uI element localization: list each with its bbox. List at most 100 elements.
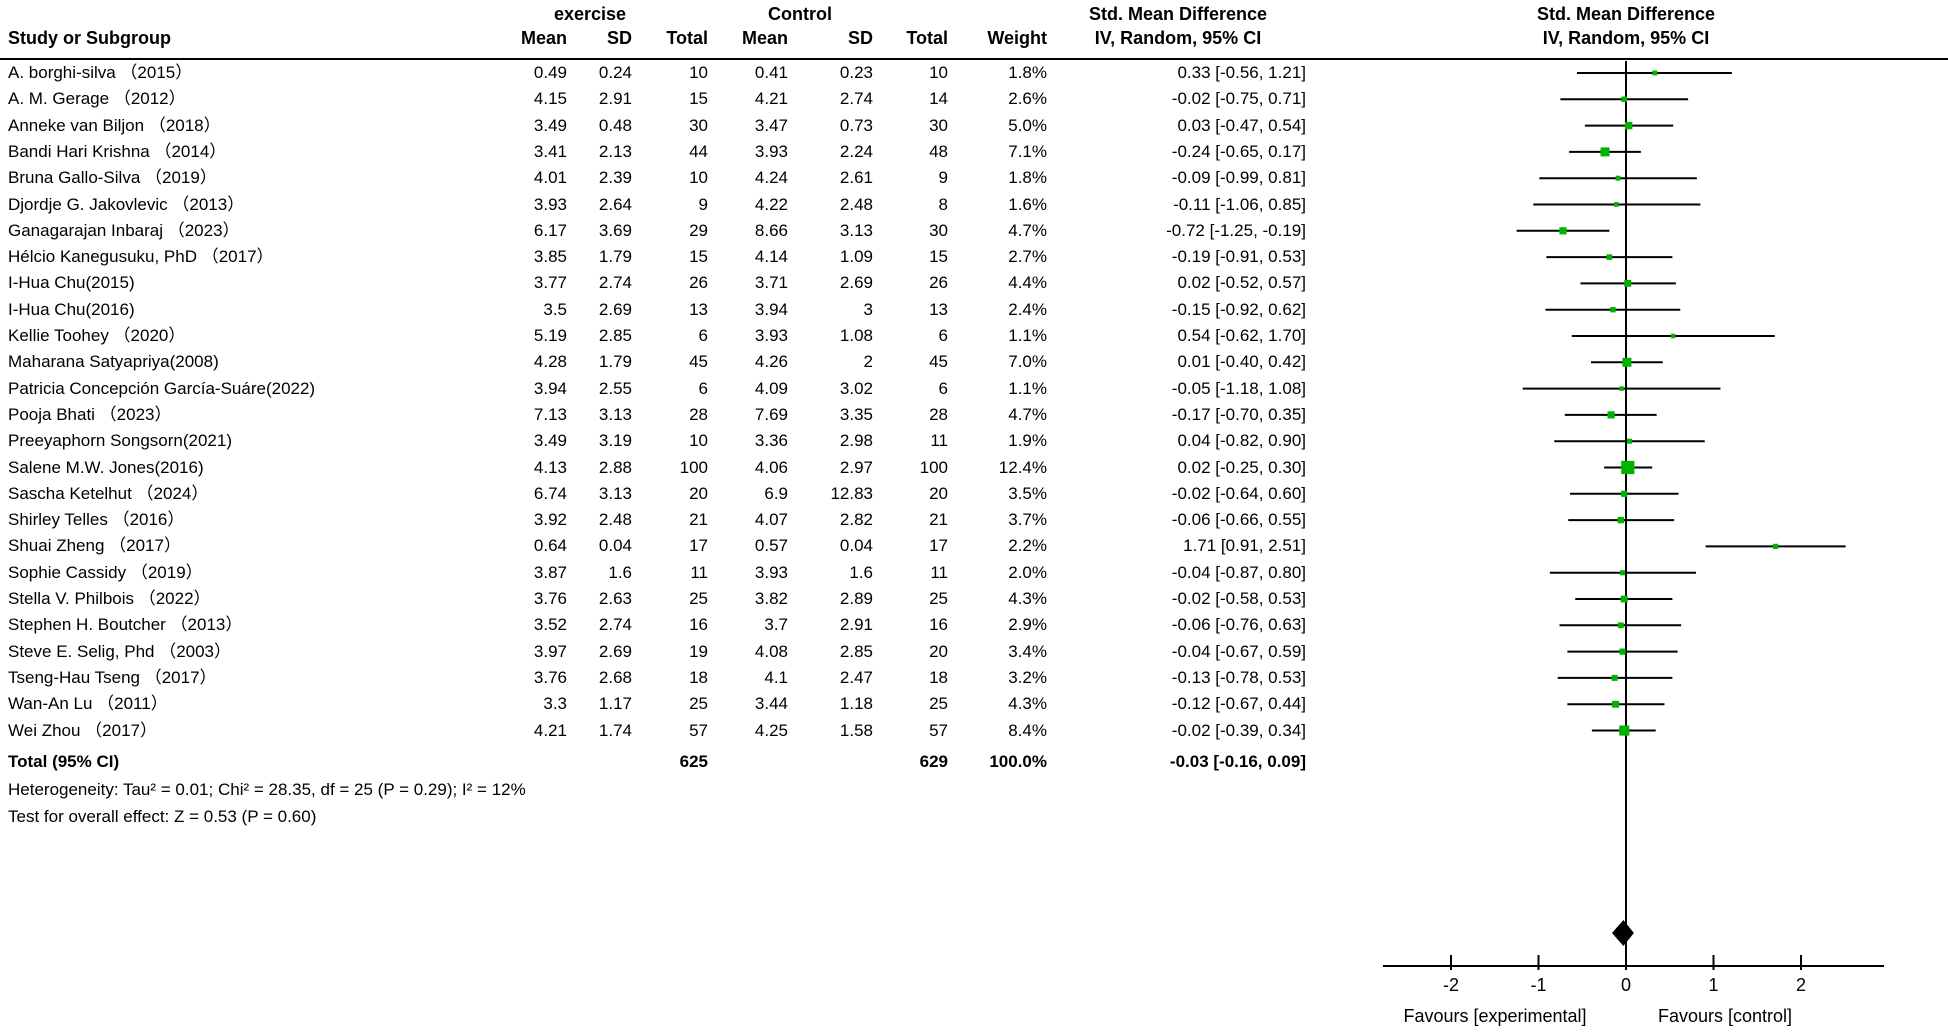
value-cell: 3.69 bbox=[598, 220, 632, 240]
value-cell: 12.4% bbox=[998, 457, 1047, 477]
value-cell: 3.4% bbox=[1008, 641, 1047, 661]
ci-text-cell: 0.01 [-0.40, 0.42] bbox=[1177, 352, 1306, 372]
value-cell: 2.6% bbox=[1008, 89, 1047, 109]
value-cell: 3.94 bbox=[533, 378, 567, 398]
table-row: Wei Zhou （2017） 4.21 1.74 57 4.25 1.58 57 8.4% -… bbox=[0, 721, 1948, 747]
study-name-cell: Sascha Ketelhut （2024） bbox=[8, 483, 209, 503]
value-cell: 2.2% bbox=[1008, 536, 1047, 556]
ci-text-cell: -0.72 [-1.25, -0.19] bbox=[1166, 220, 1306, 240]
value-cell: 100 bbox=[919, 457, 948, 477]
effect-marker bbox=[1624, 279, 1632, 287]
col-header-weight: Weight bbox=[987, 28, 1047, 48]
study-name-cell: Stella V. Philbois （2022） bbox=[8, 589, 211, 608]
value-cell: 100 bbox=[679, 457, 708, 477]
value-cell: 15 bbox=[689, 247, 708, 267]
group2-header: Control bbox=[768, 4, 832, 24]
value-cell: 20 bbox=[689, 483, 708, 503]
col-header-mean2: Mean bbox=[741, 28, 788, 48]
value-cell: 2.13 bbox=[598, 141, 632, 161]
table-row: Sophie Cassidy （2019） 3.87 1.6 11 3.93 1.6 11 2… bbox=[0, 563, 1948, 589]
ci-text-cell: -0.05 [-1.18, 1.08] bbox=[1171, 378, 1306, 398]
value-cell: 0.64 bbox=[533, 536, 567, 556]
effect-marker bbox=[1773, 543, 1779, 549]
effect-marker bbox=[1619, 725, 1630, 736]
value-cell: 1.18 bbox=[839, 694, 873, 714]
tick-label: 1 bbox=[1708, 975, 1718, 995]
value-cell: 2.88 bbox=[598, 457, 632, 477]
tick-label: -1 bbox=[1530, 975, 1546, 995]
value-cell: 2.4% bbox=[1008, 299, 1047, 319]
value-cell: 13 bbox=[929, 299, 948, 319]
favours-left-label: Favours [experimental] bbox=[1403, 1006, 1586, 1026]
value-cell: 20 bbox=[929, 483, 948, 503]
col-header-sd1: SD bbox=[606, 28, 632, 48]
value-cell: 2.69 bbox=[839, 273, 873, 293]
value-cell: 0.23 bbox=[839, 63, 873, 82]
total-n1: 625 bbox=[679, 752, 708, 771]
table-row: Tseng-Hau Tseng （2017） 3.76 2.68 18 4.1 2.47 1… bbox=[0, 668, 1948, 694]
table-row: A. borghi-silva （2015） 0.49 0.24 10 0.41 0.23… bbox=[0, 63, 1948, 89]
value-cell: 0.48 bbox=[598, 115, 632, 135]
ci-text-cell: 0.03 [-0.47, 0.54] bbox=[1177, 115, 1306, 135]
study-name-cell: I-Hua Chu(2016) bbox=[8, 299, 135, 319]
ci-text-cell: -0.19 [-0.91, 0.53] bbox=[1171, 247, 1306, 267]
ci-text-cell: 0.04 [-0.82, 0.90] bbox=[1177, 431, 1306, 451]
table-row: Sascha Ketelhut （2024） 6.74 3.13 20 6.9 12.83… bbox=[0, 484, 1948, 510]
value-cell: 28 bbox=[929, 404, 948, 424]
table-row: A. M. Gerage （2012） 4.15 2.91 15 4.21 2.74 14 2… bbox=[0, 89, 1948, 115]
study-name-cell: I-Hua Chu(2015) bbox=[8, 273, 135, 293]
study-name-cell: Wan-An Lu （2011） bbox=[8, 694, 168, 714]
value-cell: 3.71 bbox=[754, 273, 788, 293]
value-cell: 1.6 bbox=[608, 562, 632, 582]
value-cell: 3.82 bbox=[754, 589, 788, 608]
value-cell: 1.6% bbox=[1008, 194, 1047, 214]
value-cell: 4.07 bbox=[754, 510, 788, 530]
table-row: Djordje G. Jakovlevic （2013） 3.93 2.64 9 4.2… bbox=[0, 195, 1948, 221]
study-name-cell: Djordje G. Jakovlevic （2013） bbox=[8, 194, 245, 214]
value-cell: 4.25 bbox=[754, 720, 788, 740]
total-n2: 629 bbox=[919, 752, 948, 771]
value-cell: 3.41 bbox=[533, 141, 567, 161]
value-cell: 6 bbox=[698, 378, 708, 398]
value-cell: 4.1 bbox=[764, 667, 788, 687]
effect-marker bbox=[1607, 411, 1615, 419]
value-cell: 11 bbox=[690, 562, 708, 582]
value-cell: 3.85 bbox=[533, 247, 567, 267]
ci-text-cell: 0.02 [-0.25, 0.30] bbox=[1177, 457, 1306, 477]
value-cell: 30 bbox=[689, 115, 708, 135]
table-row: Shirley Telles （2016） 3.92 2.48 21 4.07 2.82 2… bbox=[0, 510, 1948, 536]
group1-header: exercise bbox=[553, 4, 627, 24]
ci-text-cell: -0.06 [-0.76, 0.63] bbox=[1171, 615, 1306, 635]
total-row-label: Total (95% CI) bbox=[8, 752, 120, 771]
ci-text-cell: -0.04 [-0.67, 0.59] bbox=[1171, 641, 1306, 661]
study-name-cell: Steve E. Selig, Phd （2003） bbox=[8, 641, 232, 661]
value-cell: 3.3 bbox=[543, 694, 567, 714]
value-cell: 30 bbox=[929, 220, 948, 240]
value-cell: 0.24 bbox=[598, 63, 632, 82]
value-cell: 1.9% bbox=[1008, 431, 1047, 451]
table-row: Steve E. Selig, Phd （2003） 3.97 2.69 19 4.08… bbox=[0, 642, 1948, 668]
study-name-cell: Patricia Concepción García-Suáre(2022) bbox=[8, 378, 316, 398]
value-cell: 4.06 bbox=[754, 457, 788, 477]
value-cell: 4.4% bbox=[1008, 273, 1047, 293]
value-cell: 12.83 bbox=[830, 483, 873, 503]
value-cell: 3.87 bbox=[533, 562, 567, 582]
value-cell: 4.21 bbox=[533, 720, 567, 740]
ci-text-cell: 0.33 [-0.56, 1.21] bbox=[1177, 63, 1306, 82]
ci-text-cell: -0.02 [-0.39, 0.34] bbox=[1171, 720, 1306, 740]
total-weight: 100.0% bbox=[989, 752, 1047, 771]
value-cell: 16 bbox=[689, 615, 708, 635]
col-header-total1: Total bbox=[666, 28, 708, 48]
study-name-cell: Maharana Satyapriya(2008) bbox=[8, 352, 219, 372]
value-cell: 1.58 bbox=[839, 720, 873, 740]
value-cell: 2.9% bbox=[1008, 615, 1047, 635]
col-header-sd2: SD bbox=[847, 28, 873, 48]
value-cell: 29 bbox=[689, 220, 708, 240]
value-cell: 1.17 bbox=[598, 694, 632, 714]
value-cell: 3.93 bbox=[754, 562, 788, 582]
value-cell: 4.28 bbox=[533, 352, 567, 372]
value-cell: 1.8% bbox=[1008, 63, 1047, 82]
effect-marker bbox=[1559, 227, 1567, 235]
value-cell: 4.7% bbox=[1008, 220, 1047, 240]
